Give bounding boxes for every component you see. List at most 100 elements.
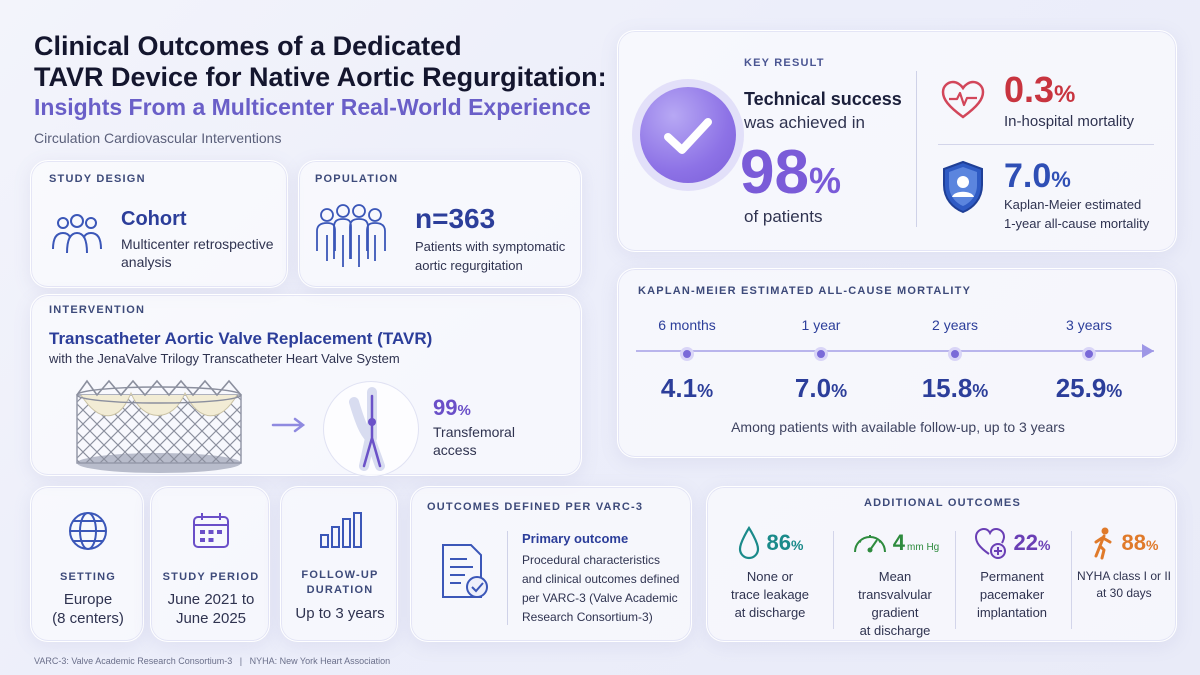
- km-value: 15.8%: [900, 373, 1010, 404]
- intervention-subtitle: with the JenaValve Trilogy Transcatheter…: [49, 351, 400, 366]
- km-period-num: 6: [658, 317, 666, 333]
- km-dot: [1082, 347, 1096, 361]
- group-icon: [313, 201, 397, 269]
- outcome-item: 86% None or trace leakage at discharge: [711, 523, 829, 620]
- outcome-head: 88%: [1071, 523, 1177, 563]
- outcome-item: 22% Permanent pacemaker implantation: [957, 523, 1067, 620]
- outcome-number: 4: [892, 530, 905, 555]
- km-value-unit: %: [972, 381, 989, 401]
- period-line1: June 2021 to: [167, 591, 255, 608]
- globe-icon: [64, 507, 112, 555]
- study-design-desc-line2: analysis: [121, 254, 172, 270]
- outcome-line: NYHA class I or II: [1076, 569, 1172, 583]
- outcome-line: gradient: [871, 605, 919, 620]
- km-value-unit: %: [1106, 381, 1123, 401]
- km-period-unit: year: [813, 317, 841, 333]
- outcome-line: pacemaker: [979, 587, 1045, 602]
- km-dot: [814, 347, 828, 361]
- anatomy-icon: [323, 381, 419, 477]
- outcome-line: at discharge: [859, 623, 931, 638]
- km-period: 3 years: [1034, 317, 1144, 333]
- period-label: STUDY PERIOD: [162, 571, 260, 583]
- outcome-head: 86%: [711, 523, 829, 563]
- additional-outcomes-label: ADDITIONAL OUTCOMES: [863, 497, 1022, 509]
- horizontal-divider: [938, 144, 1154, 145]
- outcome-number: 22: [1013, 530, 1039, 555]
- followup-line1: Up to 3 years: [295, 605, 385, 622]
- bar-chart-icon: [315, 511, 365, 551]
- km-label: KAPLAN-MEIER ESTIMATED ALL-CAUSE MORTALI…: [638, 285, 972, 297]
- outcome-number: 86: [766, 530, 792, 555]
- outcome-line: transvalvular: [858, 587, 932, 602]
- outcome-divider: [833, 531, 834, 629]
- setting-line2: (8 centers): [52, 610, 124, 627]
- population-label: POPULATION: [315, 173, 399, 185]
- km-value: 7.0%: [766, 373, 876, 404]
- outcome-number: 88: [1121, 530, 1147, 555]
- journal-name: Circulation Cardiovascular Interventions: [34, 130, 282, 146]
- transfemoral-line2: access: [433, 442, 477, 458]
- outcome-head: 4 mm Hg: [837, 523, 953, 563]
- outcomes-divider: [507, 531, 508, 625]
- outcome-divider: [1071, 531, 1072, 629]
- shield-user-icon: [940, 159, 986, 215]
- heart-plus-icon: [974, 526, 1008, 560]
- setting-label: SETTING: [59, 571, 117, 583]
- setting-card: SETTING Europe (8 centers): [30, 486, 144, 642]
- primary-outcome-line: and clinical outcomes defined: [522, 572, 680, 586]
- outcome-line: trace leakage: [730, 587, 810, 602]
- outcome-line: Mean: [878, 569, 912, 584]
- calendar-icon: [189, 509, 233, 553]
- km-card: KAPLAN-MEIER ESTIMATED ALL-CAUSE MORTALI…: [617, 268, 1177, 458]
- km-dot: [680, 347, 694, 361]
- followup-label-line1: FOLLOW-UP: [301, 569, 379, 581]
- study-design-label: STUDY DESIGN: [49, 173, 146, 185]
- in-hospital-mortality-value: 0.3%: [1004, 69, 1075, 111]
- population-desc-line2: aortic regurgitation: [415, 258, 523, 273]
- followup-card: FOLLOW-UP DURATION Up to 3 years: [280, 486, 398, 642]
- km-point: 3 years 25.9%: [1034, 317, 1144, 404]
- one-year-number: 7.0: [1004, 157, 1052, 195]
- outcome-head: 22%: [957, 523, 1067, 563]
- study-design-card: STUDY DESIGN Cohort Multicenter retrospe…: [30, 160, 288, 288]
- key-result-label: KEY RESULT: [744, 57, 825, 69]
- study-design-desc-line1: Multicenter retrospective: [121, 236, 274, 252]
- key-result-line2: was achieved in: [744, 113, 865, 132]
- one-year-unit: %: [1051, 167, 1071, 192]
- km-value-number: 4.1: [660, 373, 698, 403]
- km-period: 6 months: [632, 317, 742, 333]
- footer-abbreviations: VARC-3: Valve Academic Research Consorti…: [34, 656, 391, 666]
- outcome-unit: %: [1038, 537, 1051, 553]
- km-point: 6 months 4.1%: [632, 317, 742, 404]
- key-result-line3: of patients: [744, 207, 823, 226]
- heart-pulse-icon: [940, 79, 986, 121]
- outcome-line: implantation: [976, 605, 1048, 620]
- transfemoral-unit: %: [457, 402, 471, 419]
- outcome-item: 88% NYHA class I or II at 30 days: [1071, 523, 1177, 600]
- followup-label-line2: DURATION: [306, 584, 374, 596]
- gauge-icon: [851, 528, 889, 558]
- in-hospital-number: 0.3: [1004, 69, 1055, 110]
- km-timeline-arrow: [1142, 344, 1154, 358]
- outcome-unit: %: [791, 537, 804, 553]
- check-icon: [640, 87, 736, 183]
- outcome-unit: mm Hg: [907, 542, 940, 553]
- transfemoral-line1: Transfemoral: [433, 424, 515, 440]
- walking-person-icon: [1090, 526, 1116, 560]
- title-line1: Clinical Outcomes of a Dedicated: [34, 31, 462, 61]
- km-note: Among patients with available follow-up,…: [731, 419, 1065, 435]
- arrow-right-icon: [271, 417, 307, 433]
- droplet-icon: [737, 526, 761, 560]
- km-period: 1 year: [766, 317, 876, 333]
- study-design-title: Cohort: [121, 208, 187, 230]
- km-value-number: 15.8: [921, 373, 973, 403]
- km-period-unit: years: [1077, 317, 1112, 333]
- people-icon: [49, 213, 105, 257]
- primary-outcome-line: per VARC-3 (Valve Academic: [522, 591, 678, 605]
- key-result-value: 98%: [740, 137, 841, 208]
- primary-outcome-title: Primary outcome: [522, 531, 629, 546]
- km-period-num: 2: [932, 317, 940, 333]
- in-hospital-mortality-label: In-hospital mortality: [1004, 113, 1135, 130]
- outcomes-definition-card: OUTCOMES DEFINED PER VARC-3 Primary outc…: [410, 486, 692, 642]
- title-line2: TAVR Device for Native Aortic Regurgitat…: [34, 62, 607, 92]
